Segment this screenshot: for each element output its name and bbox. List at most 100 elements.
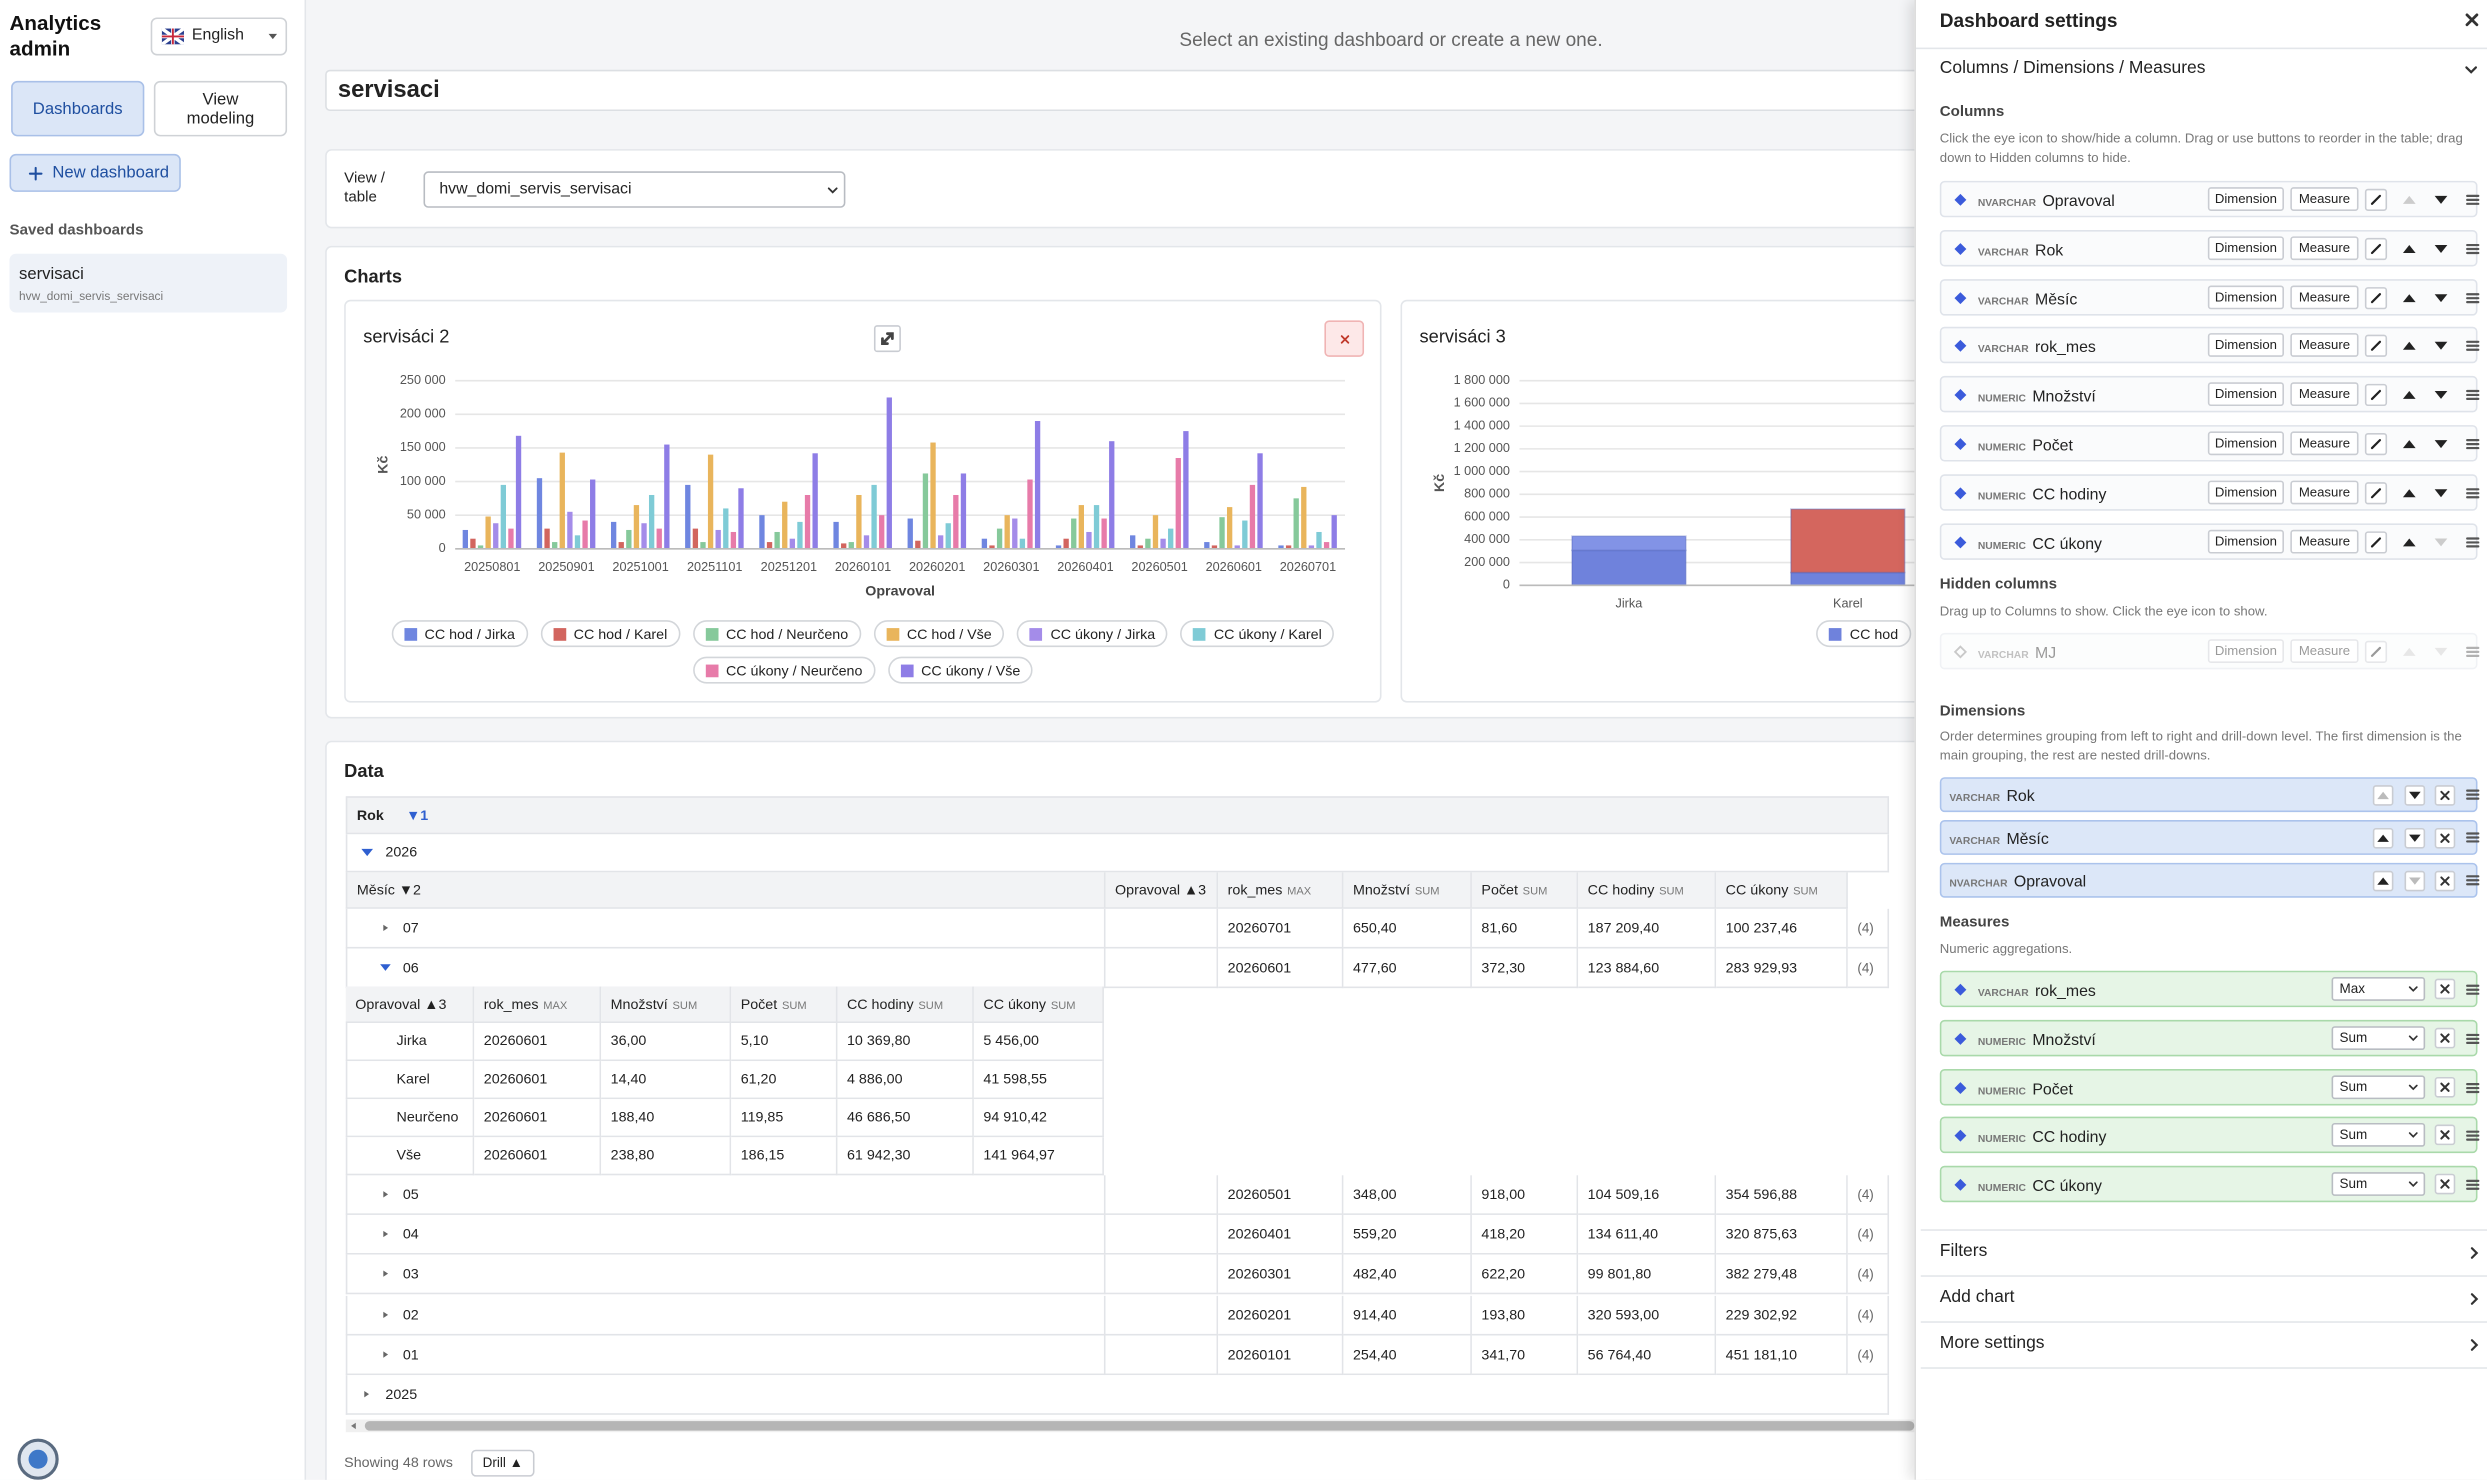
move-up[interactable] xyxy=(2400,386,2419,405)
collapsed-section[interactable]: Filters xyxy=(1939,1241,1988,1261)
aggregation-select[interactable]: Sum xyxy=(2331,1074,2426,1099)
role-button[interactable]: Measure xyxy=(2290,284,2359,309)
remove-button[interactable] xyxy=(2434,1125,2456,1146)
remove-button[interactable] xyxy=(2434,785,2456,806)
role-button[interactable]: Measure xyxy=(2290,431,2359,456)
move-down[interactable] xyxy=(2431,288,2450,307)
column-row[interactable]: NVARCHAR Opravoval Dimension Measure xyxy=(1939,180,2480,218)
move-down[interactable] xyxy=(2431,337,2450,356)
collapse-icon[interactable] xyxy=(377,959,393,975)
visibility-button[interactable] xyxy=(2364,530,2388,553)
visibility-button[interactable] xyxy=(2364,433,2388,456)
move-down[interactable] xyxy=(2431,435,2450,454)
role-button[interactable]: Dimension xyxy=(2207,480,2284,505)
expand-icon[interactable] xyxy=(379,922,392,935)
remove-button[interactable] xyxy=(2434,870,2456,892)
close-button[interactable] xyxy=(2460,8,2484,32)
move-down[interactable] xyxy=(2431,239,2450,258)
legend-item[interactable]: CC hod xyxy=(1816,620,1911,648)
expand-icon[interactable] xyxy=(379,1268,392,1281)
remove-button[interactable] xyxy=(2434,1076,2456,1097)
move-up[interactable] xyxy=(2400,288,2419,307)
expand-icon[interactable] xyxy=(360,1388,373,1401)
role-button[interactable]: Measure xyxy=(2290,382,2359,407)
legend-item[interactable]: CC úkony / Jirka xyxy=(1017,620,1168,648)
expand-button[interactable] xyxy=(873,325,901,353)
measure-row[interactable]: NUMERIC Množství Sum xyxy=(1939,1019,2480,1057)
visibility-button[interactable] xyxy=(2364,640,2388,663)
move-up[interactable] xyxy=(2372,785,2394,806)
legend-item[interactable]: CC úkony / Vše xyxy=(887,656,1033,684)
collapsed-section[interactable]: More settings xyxy=(1939,1333,2045,1353)
expand-icon[interactable] xyxy=(379,1348,392,1361)
visibility-button[interactable] xyxy=(2364,286,2388,309)
collapse-icon[interactable] xyxy=(358,844,375,861)
view-select[interactable]: hvw_domi_servis_servisaci xyxy=(423,171,846,208)
measure-row[interactable]: NUMERIC CC úkony Sum xyxy=(1939,1166,2480,1203)
saved-dashboard[interactable]: servisaci hvw_domi_servis_servisaci xyxy=(9,253,288,313)
expand-icon[interactable] xyxy=(379,1188,392,1201)
role-button[interactable]: Measure xyxy=(2290,187,2359,211)
legend-item[interactable]: CC hod / Neurčeno xyxy=(692,620,861,648)
dimension-row[interactable]: VARCHAR Měsíc xyxy=(1939,820,2480,855)
remove-button[interactable] xyxy=(2434,1174,2456,1195)
move-down[interactable] xyxy=(2404,870,2426,892)
move-up[interactable] xyxy=(2372,827,2394,849)
remove-button[interactable] xyxy=(2434,827,2456,849)
column-row[interactable]: NUMERIC CC hodiny Dimension Measure xyxy=(1939,473,2480,511)
legend-item[interactable]: CC hod / Karel xyxy=(540,620,680,648)
column-row[interactable]: VARCHAR MJ Dimension Measure xyxy=(1939,632,2480,670)
column-row[interactable]: NUMERIC CC úkony Dimension Measure xyxy=(1939,522,2480,560)
role-button[interactable]: Measure xyxy=(2290,529,2359,553)
visibility-button[interactable] xyxy=(2364,384,2388,407)
dashboard-name-input[interactable]: servisaci xyxy=(325,69,1928,112)
move-up[interactable] xyxy=(2400,532,2419,551)
measure-row[interactable]: NUMERIC Počet Sum xyxy=(1939,1068,2480,1105)
move-up[interactable] xyxy=(2400,483,2419,502)
collapsed-section[interactable]: Add chart xyxy=(1939,1287,2015,1307)
column-row[interactable]: VARCHAR Rok Dimension Measure xyxy=(1939,229,2480,267)
legend-item[interactable]: CC úkony / Neurčeno xyxy=(692,656,876,684)
nav-button[interactable]: View modeling xyxy=(153,80,288,137)
nav-button[interactable]: Dashboards xyxy=(11,80,145,137)
role-button[interactable]: Dimension xyxy=(2207,236,2284,260)
remove-chart-button[interactable] xyxy=(1324,320,1365,357)
column-row[interactable]: VARCHAR Měsíc Dimension Measure xyxy=(1939,278,2480,315)
measure-row[interactable]: VARCHAR rok_mes Max xyxy=(1939,970,2480,1008)
dimension-row[interactable]: VARCHAR Rok xyxy=(1939,777,2480,813)
move-down[interactable] xyxy=(2431,386,2450,405)
move-down[interactable] xyxy=(2431,190,2450,209)
role-button[interactable]: Measure xyxy=(2290,639,2359,663)
new-dashboard-button[interactable]: New dashboard xyxy=(9,153,181,192)
visibility-button[interactable] xyxy=(2364,188,2388,211)
move-up[interactable] xyxy=(2400,642,2419,661)
language-select[interactable]: English xyxy=(150,17,288,56)
role-button[interactable]: Measure xyxy=(2290,480,2359,505)
move-up[interactable] xyxy=(2372,870,2394,892)
drill-button[interactable]: Drill ▲ xyxy=(471,1449,535,1477)
move-down[interactable] xyxy=(2431,483,2450,502)
dimension-row[interactable]: NVARCHAR Opravoval xyxy=(1939,862,2480,898)
visibility-button[interactable] xyxy=(2364,481,2388,505)
remove-button[interactable] xyxy=(2434,978,2456,1000)
aggregation-select[interactable]: Max xyxy=(2331,977,2426,1001)
role-button[interactable]: Dimension xyxy=(2207,333,2284,358)
role-button[interactable]: Dimension xyxy=(2207,382,2284,407)
move-up[interactable] xyxy=(2400,190,2419,209)
visibility-button[interactable] xyxy=(2364,335,2388,358)
role-button[interactable]: Measure xyxy=(2290,333,2359,358)
role-button[interactable]: Measure xyxy=(2290,236,2359,260)
column-row[interactable]: VARCHAR rok_mes Dimension Measure xyxy=(1939,327,2480,364)
move-down[interactable] xyxy=(2404,827,2426,849)
aggregation-select[interactable]: Sum xyxy=(2331,1123,2426,1148)
role-button[interactable]: Dimension xyxy=(2207,529,2284,553)
scrollbar-thumb[interactable] xyxy=(364,1421,1915,1431)
move-down[interactable] xyxy=(2404,785,2426,806)
column-row[interactable]: NUMERIC Množství Dimension Measure xyxy=(1939,376,2480,413)
aggregation-select[interactable]: Sum xyxy=(2331,1025,2426,1050)
move-down[interactable] xyxy=(2431,532,2450,551)
legend-item[interactable]: CC hod / Vše xyxy=(873,620,1005,648)
role-button[interactable]: Dimension xyxy=(2207,284,2284,309)
legend-item[interactable]: CC úkony / Karel xyxy=(1180,620,1335,648)
move-up[interactable] xyxy=(2400,337,2419,356)
